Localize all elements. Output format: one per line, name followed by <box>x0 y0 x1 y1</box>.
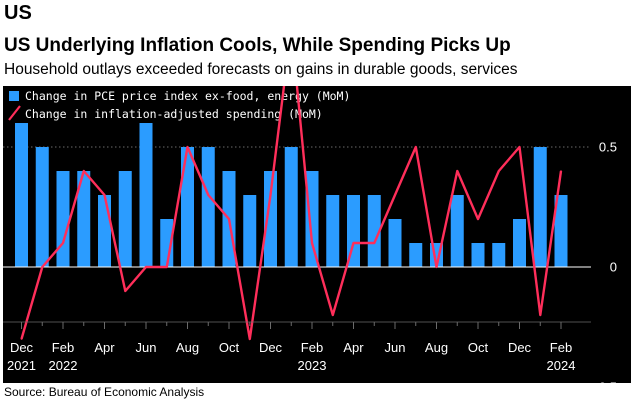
y-tick-label: 0 <box>610 260 617 275</box>
line-point-real-spending <box>228 218 230 220</box>
bar-core-pce <box>98 195 111 267</box>
line-point-real-spending <box>331 314 334 316</box>
region-tag: US <box>4 2 32 24</box>
line-point-real-spending <box>41 266 44 268</box>
line-point-real-spending <box>560 170 562 172</box>
legend-bar-swatch <box>9 91 19 101</box>
bar-core-pce <box>554 195 568 267</box>
x-tick-year-label: 2022 <box>49 358 78 373</box>
legend-line-swatch <box>8 105 21 121</box>
bar-core-pce <box>513 219 526 267</box>
bar-core-pce <box>533 147 547 267</box>
line-point-real-spending <box>165 266 168 268</box>
bar-core-pce <box>35 147 49 267</box>
x-tick-label: Dec <box>10 340 34 355</box>
line-point-real-spending <box>352 242 355 244</box>
x-tick-label: Oct <box>468 340 489 355</box>
x-tick-label: Jun <box>136 340 157 355</box>
bar-core-pce <box>388 219 402 267</box>
bar-layer <box>15 123 568 267</box>
bar-core-pce <box>305 171 319 267</box>
line-point-real-spending <box>186 146 189 148</box>
x-tick-year-label: 2021 <box>7 358 36 373</box>
x-tick-label: Aug <box>176 340 199 355</box>
line-point-real-spending <box>456 170 459 172</box>
bar-core-pce <box>450 195 464 267</box>
line-point-real-spending <box>103 194 106 196</box>
line-point-real-spending <box>207 194 210 196</box>
x-tick-year-label: 2024 <box>547 358 576 373</box>
line-point-real-spending <box>394 194 396 196</box>
source-note: Source: Bureau of Economic Analysis <box>4 385 205 399</box>
bar-core-pce <box>56 171 70 267</box>
line-point-real-spending <box>373 242 376 244</box>
x-tick-label: Feb <box>301 340 323 355</box>
x-tick-label: Apr <box>94 340 115 355</box>
line-point-real-spending <box>82 170 85 172</box>
line-point-real-spending <box>539 314 542 316</box>
bar-core-pce <box>367 195 381 267</box>
chart-svg: Change in PCE price index ex-food, energ… <box>3 20 617 395</box>
bar-core-pce <box>347 195 360 267</box>
x-tick-label: Apr <box>343 340 364 355</box>
x-tick-year-label: 2023 <box>298 358 327 373</box>
bar-core-pce <box>284 147 298 267</box>
x-tick-label: Dec <box>259 340 283 355</box>
bar-core-pce <box>181 147 194 267</box>
x-tick-label: Oct <box>219 340 240 355</box>
bar-core-pce <box>118 171 132 267</box>
line-point-real-spending <box>145 266 147 268</box>
bar-core-pce <box>471 243 485 267</box>
bar-core-pce <box>139 123 153 267</box>
line-point-real-spending <box>435 266 438 268</box>
x-tick-label: Feb <box>550 340 572 355</box>
line-point-real-spending <box>518 146 521 148</box>
chart-subtitle: Household outlays exceeded forecasts on … <box>4 61 518 78</box>
line-point-real-spending <box>311 242 313 244</box>
bar-core-pce <box>77 171 91 267</box>
x-tick-label: Feb <box>52 340 74 355</box>
line-point-real-spending <box>20 338 23 340</box>
bar-core-pce <box>15 123 28 267</box>
line-point-real-spending <box>62 242 64 244</box>
line-point-real-spending <box>248 338 251 340</box>
bar-core-pce <box>409 243 423 267</box>
line-point-real-spending <box>477 218 479 220</box>
legend: Change in PCE price index ex-food, energ… <box>8 89 350 121</box>
y-axis-ticks: 1.0%0.50-0.5 <box>587 20 617 395</box>
x-tick-label: Dec <box>508 340 532 355</box>
x-tick-label: Aug <box>425 340 448 355</box>
y-tick-label: -0.5 <box>595 380 617 384</box>
line-point-real-spending <box>124 290 127 292</box>
line-point-real-spending <box>497 170 500 172</box>
x-tick-label: Jun <box>385 340 406 355</box>
bar-core-pce <box>492 243 506 267</box>
bar-core-pce <box>201 147 215 267</box>
bar-core-pce <box>243 195 257 267</box>
y-tick-label: 0.5 <box>599 140 617 155</box>
legend-bar-label: Change in PCE price index ex-food, energ… <box>25 89 350 103</box>
chart-title: US Underlying Inflation Cools, While Spe… <box>4 35 511 56</box>
x-axis-ticks: Dec 2021 Feb 2022 Apr Jun Aug Oct Dec Feb 2023 Apr J… <box>3 321 591 373</box>
line-point-real-spending <box>414 146 417 148</box>
line-point-real-spending <box>269 194 272 196</box>
chart-panel: Change in PCE price index ex-food, energ… <box>3 20 631 395</box>
bar-core-pce <box>326 195 340 267</box>
bar-core-pce <box>264 171 277 267</box>
legend-line-label: Change in inflation-adjusted spending (M… <box>25 107 323 121</box>
